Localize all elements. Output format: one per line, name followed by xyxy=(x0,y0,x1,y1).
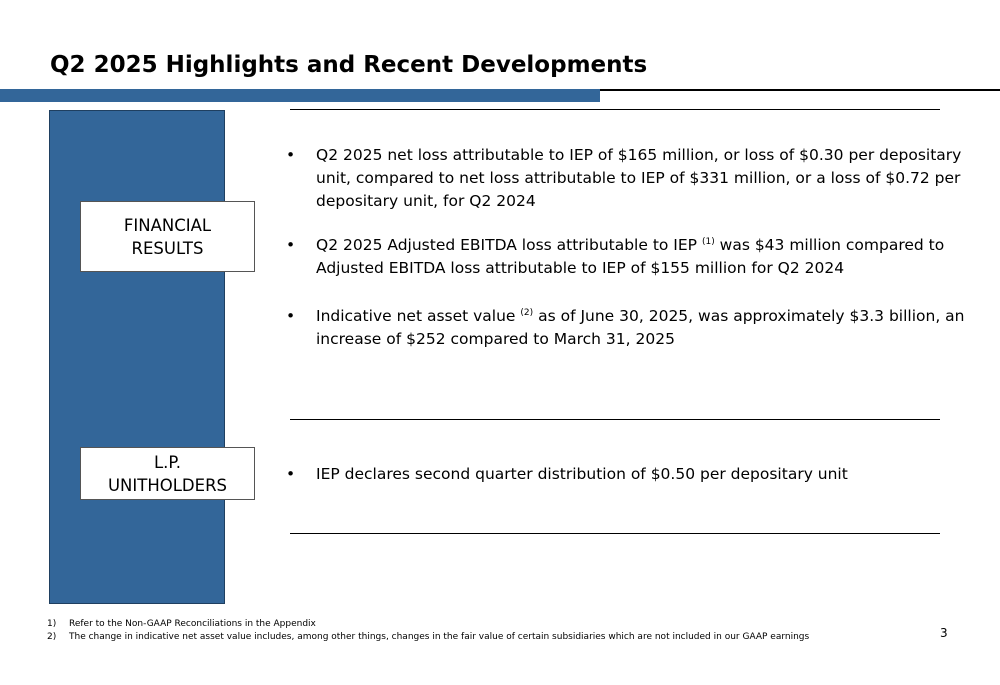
footnote-ref-1: (1) xyxy=(701,237,715,247)
section-divider-bottom xyxy=(290,533,940,534)
lp-unitholders-label: L.P. UNITHOLDERS xyxy=(80,447,255,500)
bullet-icon: • xyxy=(286,236,296,254)
financial-bullet-1: • Q2 2025 net loss attributable to IEP o… xyxy=(286,144,966,213)
lp-bullet-1: • IEP declares second quarter distributi… xyxy=(286,463,966,486)
bullet-text-post: as of June 30, 2025, was approximately $… xyxy=(316,307,965,348)
financial-bullet-3: • Indicative net asset value (2) as of J… xyxy=(286,305,966,351)
bullet-icon: • xyxy=(286,307,296,325)
side-panel xyxy=(49,110,225,604)
section-divider-top xyxy=(290,109,940,110)
footnote-text: The change in indicative net asset value… xyxy=(69,632,810,642)
bullet-text-post: was $43 million compared to Adjusted EBI… xyxy=(316,236,945,277)
bullet-text: IEP declares second quarter distribution… xyxy=(316,465,848,483)
bullet-icon: • xyxy=(286,465,296,483)
financial-results-label: FINANCIAL RESULTS xyxy=(80,201,255,272)
financial-label-line1: FINANCIAL xyxy=(123,215,212,235)
lp-label-line2: UNITHOLDERS xyxy=(107,475,228,495)
bullet-text: Indicative net asset value (2) as of Jun… xyxy=(316,305,966,351)
financial-bullet-2: • Q2 2025 Adjusted EBITDA loss attributa… xyxy=(286,234,966,280)
bullet-icon: • xyxy=(286,146,296,164)
footnote-item: 2) The change in indicative net asset va… xyxy=(47,631,947,644)
footnote-number: 1) xyxy=(47,619,57,629)
slide-title: Q2 2025 Highlights and Recent Developmen… xyxy=(50,52,648,78)
title-rule xyxy=(600,89,1000,91)
bullet-text: Q2 2025 Adjusted EBITDA loss attributabl… xyxy=(316,234,966,280)
section-divider-middle xyxy=(290,419,940,420)
footnotes: 1) Refer to the Non-GAAP Reconciliations… xyxy=(47,618,947,644)
footnote-text: Refer to the Non-GAAP Reconciliations in… xyxy=(69,619,316,629)
footnote-item: 1) Refer to the Non-GAAP Reconciliations… xyxy=(47,618,947,631)
bullet-text: Q2 2025 net loss attributable to IEP of … xyxy=(316,146,962,210)
bullet-text-pre: Indicative net asset value xyxy=(316,307,516,325)
title-accent-bar xyxy=(0,89,600,102)
bullet-text-pre: Q2 2025 Adjusted EBITDA loss attributabl… xyxy=(316,236,698,254)
page-number: 3 xyxy=(940,626,948,640)
financial-label-line2: RESULTS xyxy=(131,238,204,258)
footnote-ref-2: (2) xyxy=(520,308,534,318)
lp-label-line1: L.P. xyxy=(153,452,182,472)
footnote-number: 2) xyxy=(47,632,57,642)
